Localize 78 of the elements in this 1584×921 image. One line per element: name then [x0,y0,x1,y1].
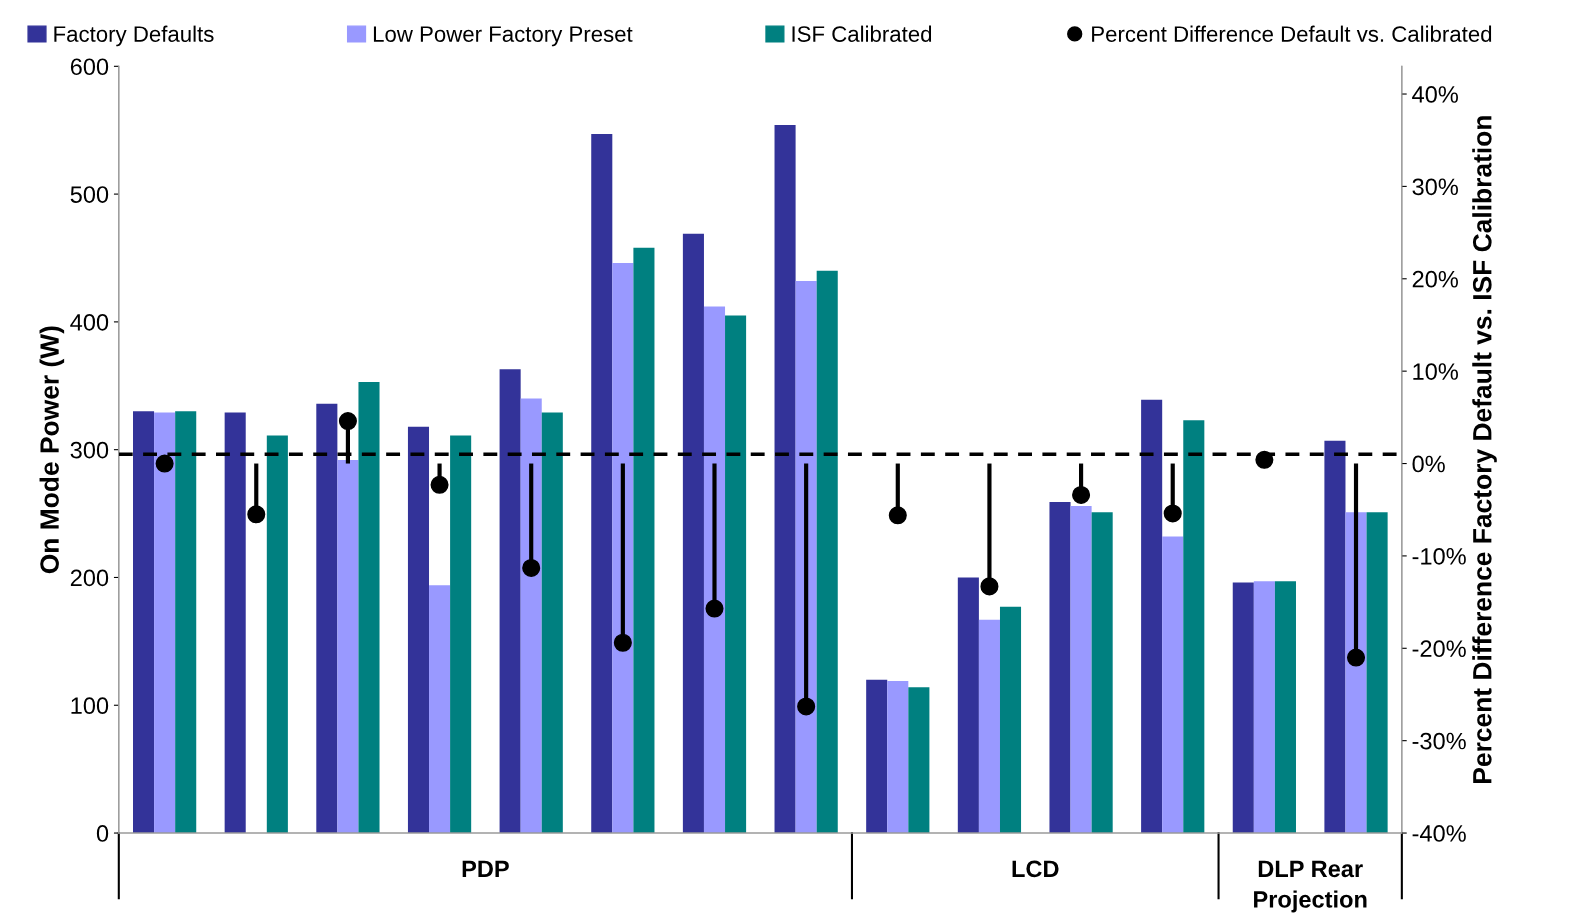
bar [520,398,542,834]
bar [612,263,634,834]
point [980,577,999,596]
point [1163,504,1182,523]
point [155,454,174,473]
bar [1253,581,1275,834]
y-tick-label: 300 [70,441,109,459]
bar [337,459,359,834]
y-tick-label: 200 [70,569,109,587]
bar [703,306,726,834]
point [522,558,541,577]
bar [908,687,930,834]
text: LCD [1012,860,1059,878]
bar [541,412,563,834]
y-tick-label: 400 [70,313,109,331]
point [888,506,907,525]
bar [224,412,246,834]
y2-tick-label: 40% [1412,86,1458,103]
y2-tick-label: -20% [1412,640,1466,658]
y-tick-label: 500 [70,186,109,203]
y2-tick-label: 20% [1412,270,1458,288]
bar [957,577,979,834]
y-axis-title: On Mode Power (W) [39,326,65,574]
bar [429,585,451,834]
point [338,412,357,431]
bar [633,247,655,834]
bar [591,134,613,834]
bar [1274,581,1296,834]
y-tick-label: 600 [70,58,109,76]
bar [682,233,704,834]
bar [450,435,472,834]
point [613,633,632,652]
y2-tick-label: -30% [1412,732,1466,750]
y2-axis-title: Percent Difference Factory Default vs. ISF Calibration [1472,116,1497,783]
y-tick-label: 0 [96,825,109,842]
legend-label: Low Power Factory Preset [373,26,633,47]
bar [816,270,838,834]
y2-tick-label: 0% [1412,455,1445,473]
y2-tick-label: -10% [1412,547,1466,565]
bar [499,369,521,834]
bar [1141,399,1163,834]
bar [1070,505,1092,834]
bar [1162,536,1184,834]
bar [407,426,430,834]
point [705,599,724,618]
bar [133,411,155,834]
text: PDP [462,860,509,877]
bar [978,619,1000,834]
point [1255,450,1274,469]
point [797,697,816,716]
bar [1366,512,1388,834]
text: DLP Rear Projection [1254,860,1367,913]
bar [316,403,338,834]
bar [774,125,796,834]
point [1072,485,1091,504]
point [430,475,449,494]
bar [1183,420,1205,834]
legend-label: ISF Calibrated [792,25,932,42]
y2-tick-label: 10% [1413,363,1458,380]
bar [725,315,747,834]
bar [1232,582,1254,834]
bar [1091,512,1113,834]
bar [175,411,197,834]
legend-label: Factory Defaults [54,25,214,47]
bar [1049,502,1071,834]
point [247,505,266,524]
bar [266,435,288,834]
point [1346,648,1366,667]
y2-tick-label: -40% [1412,825,1466,842]
bar [154,412,176,834]
y-tick-label: 100 [71,697,109,715]
y2-tick-label: 30% [1412,178,1458,196]
legend-label: Percent Difference Default vs. Calibrated [1092,25,1492,42]
bar [887,680,909,834]
bar [358,381,380,834]
bar [1324,440,1346,834]
bar [866,679,888,834]
bar [999,606,1022,834]
